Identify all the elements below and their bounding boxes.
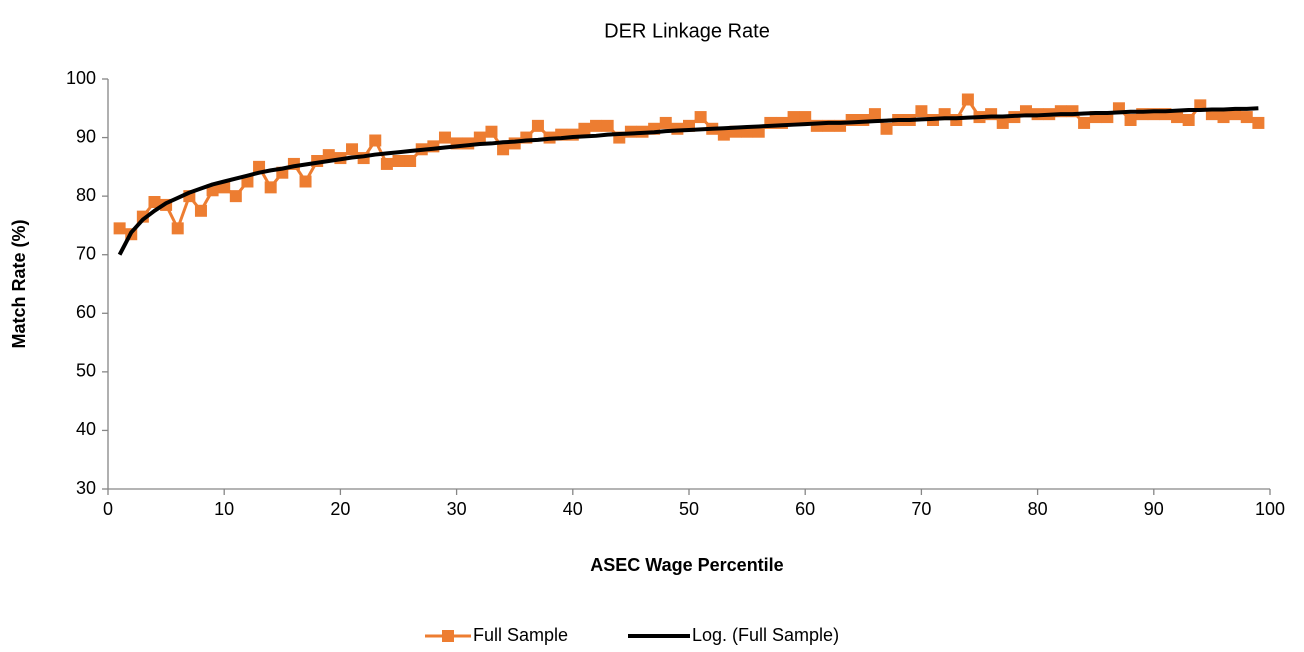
chart-title: DER Linkage Rate [604,20,770,42]
marker [438,131,451,144]
x-tick-label: 80 [1028,499,1048,519]
marker [369,134,382,147]
marker [171,222,184,235]
x-tick-label: 0 [103,499,113,519]
marker [322,149,335,162]
y-tick-label: 50 [76,361,96,381]
legend-label: Full Sample [473,625,568,645]
marker [113,222,126,235]
marker [996,116,1009,129]
marker [961,93,974,106]
x-tick-label: 40 [563,499,583,519]
y-tick-label: 70 [76,243,96,263]
marker [229,190,242,203]
y-tick-label: 60 [76,302,96,322]
marker [1240,111,1253,124]
marker [241,175,254,188]
marker [218,181,231,194]
marker [404,155,417,167]
marker [253,160,266,173]
marker [1217,111,1230,124]
x-tick-label: 100 [1255,499,1285,519]
legend-marker [442,630,454,642]
x-tick-label: 50 [679,499,699,519]
marker [380,157,393,170]
marker [346,143,359,156]
legend-label: Log. (Full Sample) [692,625,839,645]
marker [1078,116,1091,129]
marker [1171,111,1184,124]
marker [648,122,661,135]
marker [787,111,800,124]
marker [868,108,881,121]
marker [799,111,812,124]
marker [915,105,928,118]
marker [1229,108,1242,121]
marker [694,111,707,124]
y-axis-label: Match Rate (%) [9,219,29,348]
x-tick-label: 10 [214,499,234,519]
y-tick-label: 90 [76,126,96,146]
marker [880,122,893,135]
marker [601,119,614,132]
marker [497,143,510,156]
x-tick-label: 20 [330,499,350,519]
marker [264,181,277,194]
marker [194,204,207,217]
marker [1124,114,1137,126]
y-tick-label: 100 [66,68,96,88]
marker [578,122,591,135]
y-tick-label: 40 [76,419,96,439]
marker [148,196,161,208]
marker [659,116,672,129]
y-tick-label: 80 [76,185,96,205]
marker [590,119,603,132]
x-tick-label: 30 [447,499,467,519]
marker [485,125,498,138]
marker [752,125,765,138]
marker [473,131,486,144]
x-tick-label: 60 [795,499,815,519]
x-tick-label: 90 [1144,499,1164,519]
x-axis-label: ASEC Wage Percentile [590,555,783,575]
y-tick-label: 30 [76,478,96,498]
series-line [117,106,1259,256]
x-tick-label: 70 [911,499,931,519]
marker [1252,116,1265,129]
marker [717,128,730,141]
marker [1182,114,1195,126]
marker [392,155,405,167]
marker [299,175,312,188]
marker [531,119,544,132]
